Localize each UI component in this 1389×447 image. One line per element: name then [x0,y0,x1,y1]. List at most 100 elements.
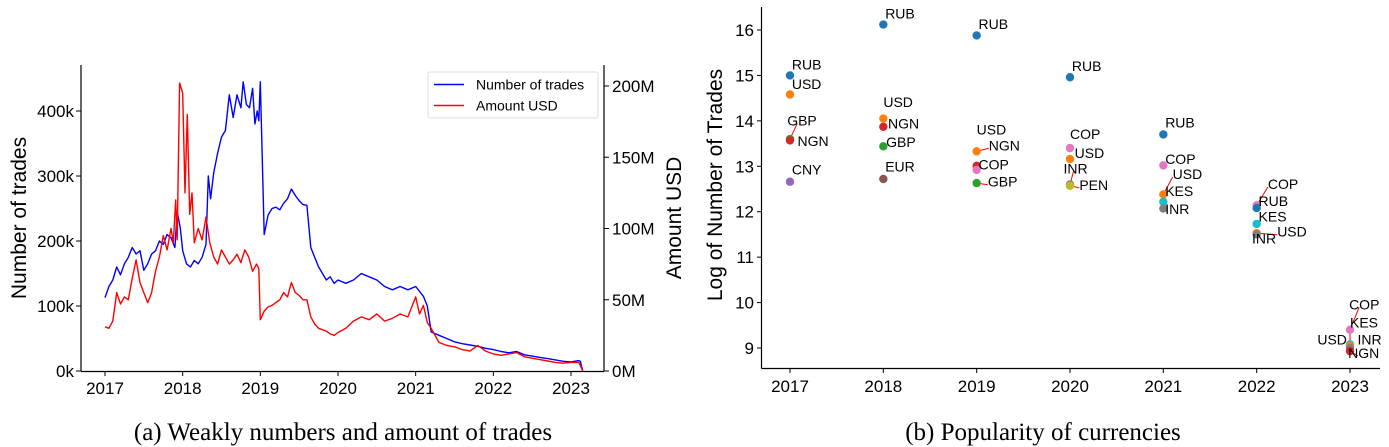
point-2018-eur [879,174,888,184]
point-label-2018-gbp: GBP [886,134,916,150]
point-2017-cny [785,177,795,186]
y-tick-label: 16 [735,21,754,40]
y-ticks-left: 0k 100k 200k 300k 400k [37,102,81,381]
x-tick-label: 2022 [1238,377,1276,396]
x-ticks: 2017 2018 2019 2020 2021 2022 2023 [771,368,1369,396]
y-axis-title: Log of Number of Trades [704,69,727,301]
x-tick-label: 2018 [864,377,902,396]
y-tick-label: 200k [37,232,74,251]
point-label-2017-cny: CNY [792,161,822,177]
point-label-2017-usd: USD [792,76,822,92]
point-2022-inr [1252,230,1261,239]
point-2017-rub [785,71,795,80]
point-label-2019-usd: USD [977,121,1007,137]
y-axis-title-right: Amount USD [663,157,686,280]
point-2017-ngn [785,136,795,145]
point-label-2021-cop: COP [1165,151,1195,167]
point-label-2017-rub: RUB [792,57,822,73]
point-2020-pen [1065,181,1075,191]
point-2021-cop [1159,161,1168,170]
point-label-2021-usd: USD [1173,166,1203,182]
y2-tick-label: 200M [612,77,655,96]
point-label-2022-rub: RUB [1259,193,1289,209]
point-label-2019-rub: RUB [979,16,1009,32]
point-label-2017-ngn: NGN [797,133,828,149]
point-2019-usd [972,147,981,156]
point-label-2017-gbp: GBP [787,112,817,128]
y-tick-label: 15 [735,66,754,85]
y-axis-title-left: Number of trades [8,137,31,299]
x-tick-label: 2017 [771,377,809,396]
point-2020-cop [1065,143,1075,153]
point-label-2022-usd: USD [1277,224,1307,240]
point-2022-rub [1252,203,1261,213]
point-label-2019-ngn: NGN [989,137,1020,153]
y-tick-label: 400k [37,102,74,121]
point-2020-rub [1065,73,1075,82]
x-tick-label: 2020 [319,379,357,398]
point-label-2022-kes: KES [1259,208,1287,224]
point-label-2023-kes: KES [1350,315,1378,331]
y-tick-label: 14 [735,112,754,131]
point-2021-usd [1159,190,1168,199]
point-2018-usd [879,114,888,123]
x-tick-label: 2018 [164,379,202,398]
x-tick-label: 2023 [552,379,590,398]
point-label-2023-usd: USD [1317,331,1347,347]
point-labels: RUBUSDGBPNGNCNYRUBUSDNGNGBPEURRUBUSDNGNC… [787,6,1381,361]
point-2019-cop [972,165,981,175]
point-label-2019-gbp: GBP [988,174,1018,190]
point-2019-rub [972,31,981,40]
point-2018-rub [879,20,888,29]
point-2023-cop [1345,325,1355,335]
point-label-2021-inr: INR [1165,201,1189,217]
y-ticks: 9 10 11 12 13 14 15 16 [735,21,762,358]
point-label-2022-cop: COP [1268,176,1298,192]
point-label-2020-inr: INR [1063,161,1087,177]
x-tick-label: 2021 [397,379,435,398]
point-label-2020-rub: RUB [1072,58,1102,74]
point-label-2018-ngn: NGN [888,116,919,132]
point-2021-rub [1159,130,1168,139]
point-label-2019-cop: COP [979,156,1009,172]
legend-label-trades: Number of trades [476,77,584,93]
series-line-amount-usd [104,82,584,372]
legend-frame [427,71,599,119]
point-2018-ngn [879,122,888,131]
x-tick-label: 2021 [1144,377,1182,396]
point-2023-ngn [1345,346,1355,356]
point-2018-gbp [879,142,888,151]
point-label-2020-usd: USD [1075,145,1105,161]
y-tick-label: 12 [735,203,754,222]
y-tick-label: 100k [37,297,74,316]
point-label-2020-pen: PEN [1079,177,1108,193]
x-tick-label: 2023 [1331,377,1369,396]
y-tick-label: 10 [735,294,754,313]
point-label-2018-usd: USD [883,94,913,110]
x-ticks: 2017 2018 2019 2020 2021 2022 2023 [86,371,590,398]
point-label-2018-rub: RUB [885,6,915,22]
point-label-2023-ngn: NGN [1348,345,1379,361]
x-tick-label: 2017 [86,379,124,398]
line-series-group [104,81,584,372]
point-label-2021-kes: KES [1165,183,1193,199]
x-tick-label: 2020 [1051,377,1089,396]
point-2017-usd [785,90,795,99]
point-label-2023-cop: COP [1349,296,1379,312]
x-tick-label: 2019 [241,379,279,398]
weekly-trades-chart: 2017 2018 2019 2020 2021 2022 2023 0k 100k 200k 3… [8,65,686,446]
point-label-2021-rub: RUB [1165,115,1195,131]
y2-tick-label: 50M [612,291,645,310]
caption-a: (a) Weakly numbers and amount of trades [134,419,552,446]
x-tick-label: 2022 [474,379,512,398]
point-2021-inr [1159,204,1168,213]
y-tick-label: 0k [56,362,74,381]
y-tick-label: 13 [735,157,754,176]
point-label-2020-cop: COP [1070,126,1100,142]
point-2021-kes [1159,197,1168,206]
y2-tick-label: 0M [612,362,636,381]
legend: Number of trades Amount USD [427,71,599,119]
point-2020-usd [1065,154,1075,164]
scatter-points [785,20,1355,356]
